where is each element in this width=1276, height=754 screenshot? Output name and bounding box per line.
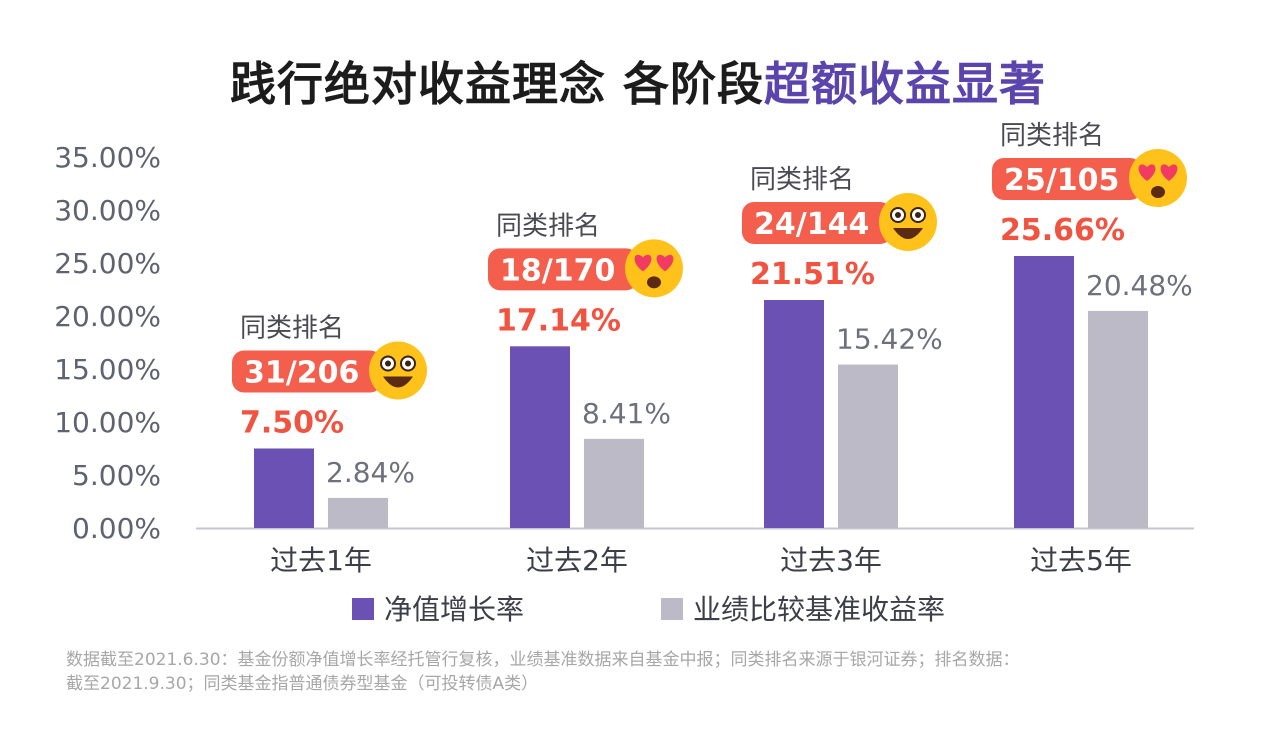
ranking-caption: 同类排名	[496, 211, 600, 241]
bar-2-series-1	[510, 346, 570, 528]
heart-eye-icon	[656, 254, 674, 272]
ranking-caption: 同类排名	[240, 314, 344, 344]
y-tick-label: 10.00%	[54, 406, 161, 439]
bar-1-series-2	[328, 497, 388, 528]
heart-eye-icon	[1138, 164, 1156, 182]
bar-3-series-1	[764, 299, 824, 528]
bar-4-series-1	[1014, 256, 1074, 528]
legend-swatch-series-2	[661, 598, 683, 620]
ranking-caption: 同类排名	[1000, 121, 1104, 151]
emoji-pupil-icon	[895, 211, 901, 218]
emoji-pupil-icon	[915, 211, 921, 218]
title-main: 践行绝对收益理念 各阶段	[229, 57, 764, 111]
y-tick-label: 0.00%	[72, 512, 161, 545]
footnote: 数据截至2021.6.30：基金份额净值增长率经托管行复核，业绩基准数据来自基金…	[66, 648, 1226, 696]
y-tick-label: 25.00%	[54, 247, 161, 280]
x-tick-label: 过去2年	[526, 544, 628, 577]
emoji-mouth-icon	[383, 376, 413, 388]
heart-eye-icon	[634, 254, 652, 272]
data-label-series-2: 8.41%	[582, 397, 671, 430]
bar-1-series-1	[254, 448, 314, 528]
y-tick-label: 20.00%	[54, 300, 161, 333]
heart-eye-icon	[1160, 164, 1178, 182]
heart-eyes-face-icon	[625, 239, 683, 298]
y-tick-label: 30.00%	[54, 194, 161, 227]
legend-swatch-series-1	[352, 598, 374, 620]
data-label-series-2: 15.42%	[836, 323, 943, 356]
emoji-mouth-icon	[893, 227, 923, 239]
emoji-mouth-icon	[1151, 186, 1165, 199]
data-label-series-1: 17.14%	[496, 303, 621, 338]
data-label-series-1: 21.51%	[750, 257, 875, 292]
ranking-value: 18/170	[500, 253, 615, 288]
grinning-face-icon	[369, 341, 427, 400]
ranking-badge	[742, 201, 892, 244]
data-label-series-2: 20.48%	[1086, 269, 1193, 302]
heart-eyes-face-icon	[1129, 149, 1187, 208]
ranking-value: 25/105	[1004, 163, 1119, 198]
y-tick-label: 5.00%	[72, 459, 161, 492]
data-label-series-2: 2.84%	[326, 456, 415, 489]
y-tick-label: 35.00%	[54, 141, 161, 174]
legend-label-series-2: 业绩比较基准收益率	[693, 593, 945, 626]
footnote-line-1: 数据截至2021.6.30：基金份额净值增长率经托管行复核，业绩基准数据来自基金…	[66, 650, 1020, 670]
ranking-value: 31/206	[244, 356, 359, 391]
emoji-pupil-icon	[405, 360, 411, 367]
legend-label-series-1: 净值增长率	[384, 593, 524, 626]
title-highlight: 超额收益显著	[764, 57, 1046, 111]
emoji-mouth-icon	[647, 276, 661, 289]
x-tick-label: 过去1年	[270, 544, 372, 577]
grinning-face-icon	[879, 192, 937, 251]
bar-3-series-2	[838, 364, 898, 528]
data-label-series-1: 25.66%	[1000, 213, 1125, 248]
y-tick-label: 15.00%	[54, 353, 161, 386]
x-tick-label: 过去3年	[780, 544, 882, 577]
footnote-line-2: 截至2021.9.30；同类基金指普通债券型基金（可投转债A类）	[66, 674, 539, 694]
ranking-value: 24/144	[754, 207, 869, 242]
data-label-series-1: 7.50%	[240, 406, 344, 441]
ranking-badge	[992, 158, 1142, 201]
ranking-badge	[488, 248, 638, 291]
ranking-caption: 同类排名	[750, 165, 854, 195]
x-tick-label: 过去5年	[1030, 544, 1132, 577]
bar-2-series-2	[584, 438, 644, 528]
ranking-badge	[232, 350, 382, 393]
emoji-pupil-icon	[385, 360, 391, 367]
bar-4-series-2	[1088, 310, 1148, 528]
chart-title: 践行绝对收益理念 各阶段超额收益显著	[0, 48, 1276, 114]
